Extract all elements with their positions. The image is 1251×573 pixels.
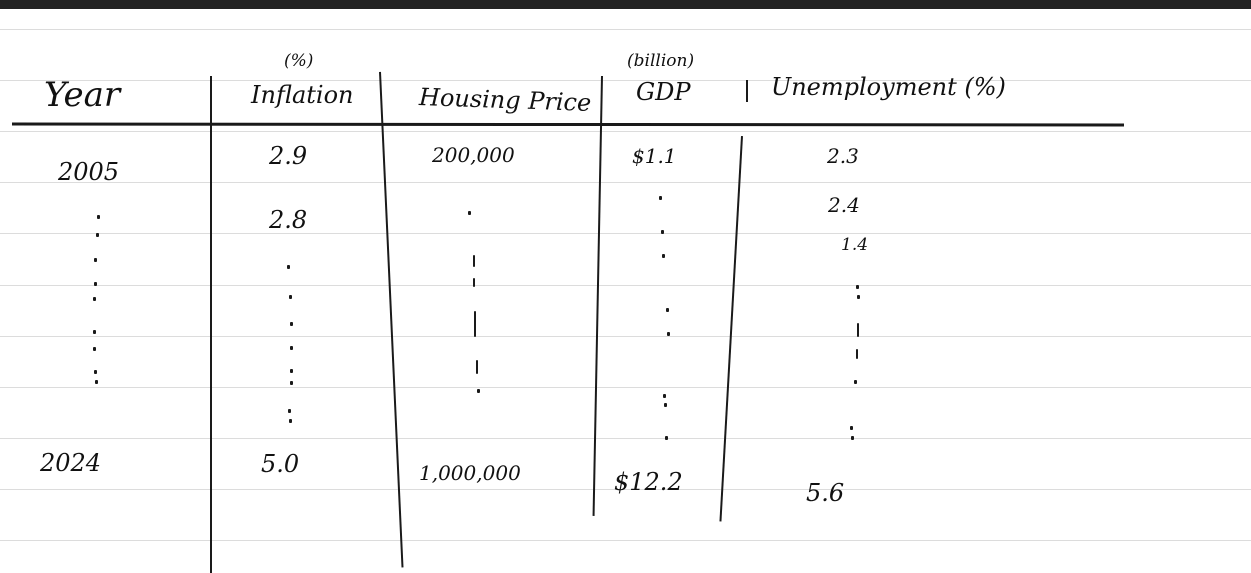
ellipsis-mark bbox=[287, 265, 290, 269]
inflation-second: 2.8 bbox=[269, 206, 308, 234]
column-divider bbox=[719, 136, 743, 522]
ellipsis-mark bbox=[93, 330, 96, 334]
ellipsis-mark bbox=[661, 230, 664, 234]
unemployment-second: 2.4 bbox=[828, 193, 860, 217]
header-underline bbox=[11, 122, 1125, 127]
header-housing-price: Housing Price bbox=[418, 83, 592, 117]
ellipsis-mark bbox=[94, 282, 97, 286]
ruled-line bbox=[0, 336, 1251, 337]
ellipsis-mark bbox=[659, 196, 662, 200]
ruled-line bbox=[0, 540, 1251, 541]
header-gdp: GDP bbox=[636, 78, 691, 106]
ellipsis-mark bbox=[96, 233, 99, 237]
ellipsis-mark bbox=[474, 311, 476, 337]
ellipsis-mark bbox=[667, 332, 670, 336]
ruled-line bbox=[0, 131, 1251, 132]
column-divider bbox=[592, 76, 603, 516]
ellipsis-mark bbox=[289, 419, 292, 423]
ellipsis-mark bbox=[476, 360, 478, 374]
ellipsis-mark bbox=[857, 295, 860, 299]
unemployment-third: 1.4 bbox=[841, 235, 869, 255]
ellipsis-mark bbox=[288, 409, 291, 413]
ellipsis-mark bbox=[473, 255, 475, 267]
ellipsis-mark bbox=[856, 349, 858, 359]
header-unemployment: Unemployment (%) bbox=[771, 73, 1006, 101]
ellipsis-mark bbox=[851, 436, 854, 440]
housing-last: 1,000,000 bbox=[419, 461, 521, 485]
ellipsis-mark bbox=[94, 370, 97, 374]
ellipsis-mark bbox=[93, 297, 96, 301]
ruled-line bbox=[0, 29, 1251, 30]
ruled-line bbox=[0, 387, 1251, 388]
ellipsis-mark bbox=[854, 380, 857, 384]
inflation-first: 2.9 bbox=[269, 142, 308, 170]
ellipsis-mark bbox=[662, 254, 665, 258]
gdp-first: $1.1 bbox=[632, 144, 677, 168]
column-divider bbox=[210, 76, 212, 573]
gdp-last: $12.2 bbox=[614, 468, 683, 496]
ellipsis-mark bbox=[666, 308, 669, 312]
year-2024: 2024 bbox=[40, 449, 102, 477]
ellipsis-mark bbox=[663, 394, 666, 398]
header-gdp-unit: (billion) bbox=[627, 51, 695, 71]
ellipsis-mark bbox=[290, 346, 293, 350]
ruled-line bbox=[0, 80, 1251, 81]
ellipsis-mark bbox=[290, 369, 293, 373]
ellipsis-mark bbox=[477, 389, 480, 393]
ellipsis-mark bbox=[94, 258, 97, 262]
unemployment-first: 2.3 bbox=[827, 144, 859, 168]
year-2005: 2005 bbox=[58, 158, 120, 186]
ellipsis-mark bbox=[850, 426, 853, 430]
ellipsis-mark bbox=[290, 322, 293, 326]
unemployment-last: 5.6 bbox=[806, 479, 845, 507]
ellipsis-mark bbox=[290, 381, 293, 385]
column-divider-tick bbox=[746, 80, 748, 102]
column-divider bbox=[379, 71, 404, 568]
ruled-line bbox=[0, 489, 1251, 490]
ellipsis-mark bbox=[664, 403, 667, 407]
ellipsis-mark bbox=[289, 295, 292, 299]
ellipsis-mark bbox=[93, 347, 96, 351]
ellipsis-mark bbox=[856, 285, 859, 289]
header-inflation: Inflation bbox=[251, 81, 354, 109]
ellipsis-mark bbox=[468, 211, 471, 215]
ruled-line bbox=[0, 285, 1251, 286]
ruled-line bbox=[0, 182, 1251, 183]
header-inflation-unit: (%) bbox=[284, 51, 314, 71]
ellipsis-mark bbox=[665, 436, 668, 440]
ellipsis-mark bbox=[95, 380, 98, 384]
header-year: Year bbox=[44, 75, 121, 115]
housing-first: 200,000 bbox=[432, 143, 515, 167]
ellipsis-mark bbox=[97, 215, 100, 219]
ellipsis-mark bbox=[857, 323, 859, 337]
top-bar bbox=[0, 0, 1251, 9]
inflation-last: 5.0 bbox=[261, 450, 300, 478]
ruled-line bbox=[0, 438, 1251, 439]
ellipsis-mark bbox=[473, 278, 475, 287]
ruled-line bbox=[0, 233, 1251, 234]
